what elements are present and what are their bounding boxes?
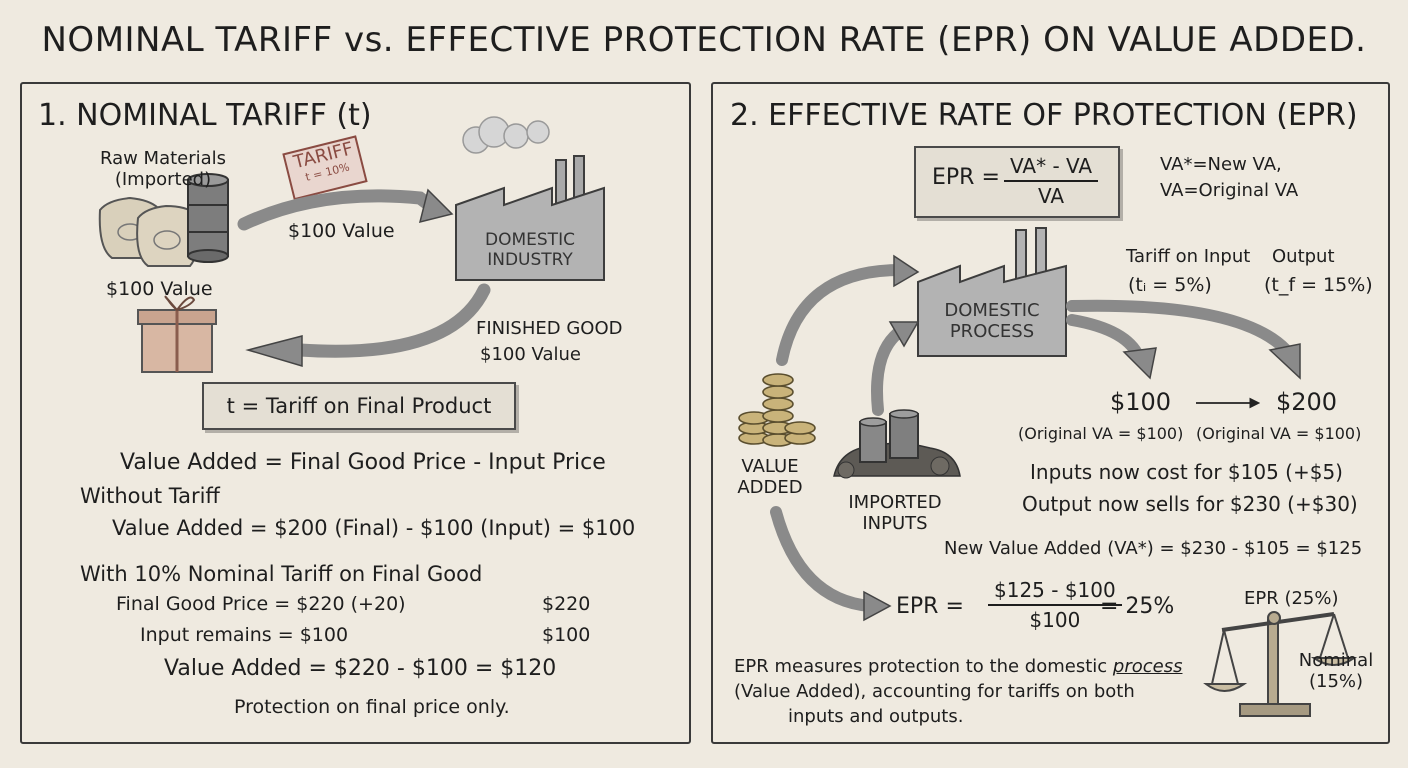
epr-note: EPR measures protection to the domestic … [734, 656, 1183, 727]
epr-calc-result: = 25% [1100, 594, 1175, 619]
domestic-industry-label: DOMESTIC INDUSTRY [485, 230, 575, 270]
tariff-definition-text: t = Tariff on Final Product [226, 394, 492, 418]
epr-calc-lhs: EPR = [896, 594, 964, 619]
new-va-note: (Original VA = $100) [1196, 424, 1362, 443]
barrel-icon [187, 173, 229, 263]
va-legend: VA*=New VA, VA=Original VA [1160, 154, 1299, 201]
original-va-amount: $100 [1110, 388, 1172, 416]
nominal-note: Protection on final price only. [234, 696, 510, 718]
input-remains-value: $100 [542, 624, 591, 646]
final-price-value: $220 [542, 593, 591, 615]
coins-icon [738, 373, 816, 447]
final-price-label: Final Good Price = $220 (+20) [116, 593, 406, 615]
scale-nominal-label: Nominal (15%) [1298, 650, 1374, 692]
page-title: NOMINAL TARIFF vs. EFFECTIVE PROTECTION … [41, 20, 1367, 60]
epr-panel [711, 82, 1390, 744]
process-emphasis: process [1112, 656, 1183, 677]
epr-heading: 2. EFFECTIVE RATE OF PROTECTION (EPR) [730, 98, 1358, 133]
epr-formula-denominator: VA [1038, 184, 1065, 208]
epr-formula-box: EPR = VA* - VA VA [914, 146, 1120, 218]
tariff-input-value: (tᵢ = 5%) [1128, 274, 1212, 296]
domestic-process-label: DOMESTIC PROCESS [944, 300, 1040, 342]
arrow-input-to-industry [237, 189, 443, 231]
smoke-icon [462, 116, 550, 154]
epr-calc-fraction: $125 - $100 $100 [988, 578, 1122, 632]
arrow-value-added-to-process [776, 264, 906, 366]
tariff-tag-icon [282, 135, 368, 201]
gift-box-icon [137, 295, 217, 373]
barrels-rocks-icon [833, 409, 961, 479]
new-va-calculation: New Value Added (VA*) = $230 - $105 = $1… [944, 538, 1363, 559]
value-added-formula: Value Added = Final Good Price - Input P… [120, 450, 606, 475]
nominal-tariff-panel [20, 82, 691, 744]
with-tariff-heading: With 10% Nominal Tariff on Final Good [80, 562, 483, 586]
raw-materials-label: Raw Materials (Imported) [99, 148, 227, 190]
tariff-definition-box: t = Tariff on Final Product [202, 382, 516, 430]
factory-icon [455, 155, 605, 281]
tariff-output-value: (t_f = 15%) [1264, 274, 1373, 296]
inputs-cost-text: Inputs now cost for $105 (+$5) [1030, 460, 1343, 484]
epr-formula-lhs: EPR = [932, 165, 1000, 190]
tariff-input-label: Tariff on Input [1126, 246, 1251, 267]
output-sells-text: Output now sells for $230 (+$30) [1022, 492, 1358, 516]
sacks-icon [98, 196, 199, 267]
arrow-inputs-to-process [871, 324, 908, 416]
original-va-note: (Original VA = $100) [1018, 424, 1184, 443]
arrow-to-epr-calc [770, 506, 876, 612]
without-tariff-heading: Without Tariff [80, 484, 220, 508]
imported-inputs-label: IMPORTED INPUTS [848, 492, 942, 534]
tariff-output-label: Output [1272, 246, 1335, 267]
value-added-label: VALUE ADDED [737, 456, 803, 498]
balance-scale-icon [1203, 611, 1358, 717]
arrow-value-label: $100 Value [288, 220, 395, 242]
value-added-without-tariff: Value Added = $200 (Final) - $100 (Input… [112, 516, 636, 540]
epr-calc-denominator: $100 [1029, 608, 1081, 632]
finished-good-label: FINISHED GOOD $100 Value [476, 318, 623, 365]
epr-formula-numerator: VA* - VA [1004, 154, 1099, 182]
input-remains-label: Input remains = $100 [140, 624, 349, 646]
arrow-industry-to-good [293, 283, 491, 358]
raw-materials-value: $100 Value [106, 278, 213, 300]
nominal-tariff-heading: 1. NOMINAL TARIFF (t) [38, 98, 372, 133]
epr-calc-numerator: $125 - $100 [988, 578, 1122, 606]
scale-epr-label: EPR (25%) [1244, 588, 1339, 609]
arrow-process-to-200 [1066, 299, 1292, 356]
new-va-amount: $200 [1276, 388, 1338, 416]
factory-icon [917, 227, 1067, 357]
epr-formula-fraction: VA* - VA VA [1004, 154, 1099, 208]
value-added-with-tariff: Value Added = $220 - $100 = $120 [164, 656, 557, 681]
